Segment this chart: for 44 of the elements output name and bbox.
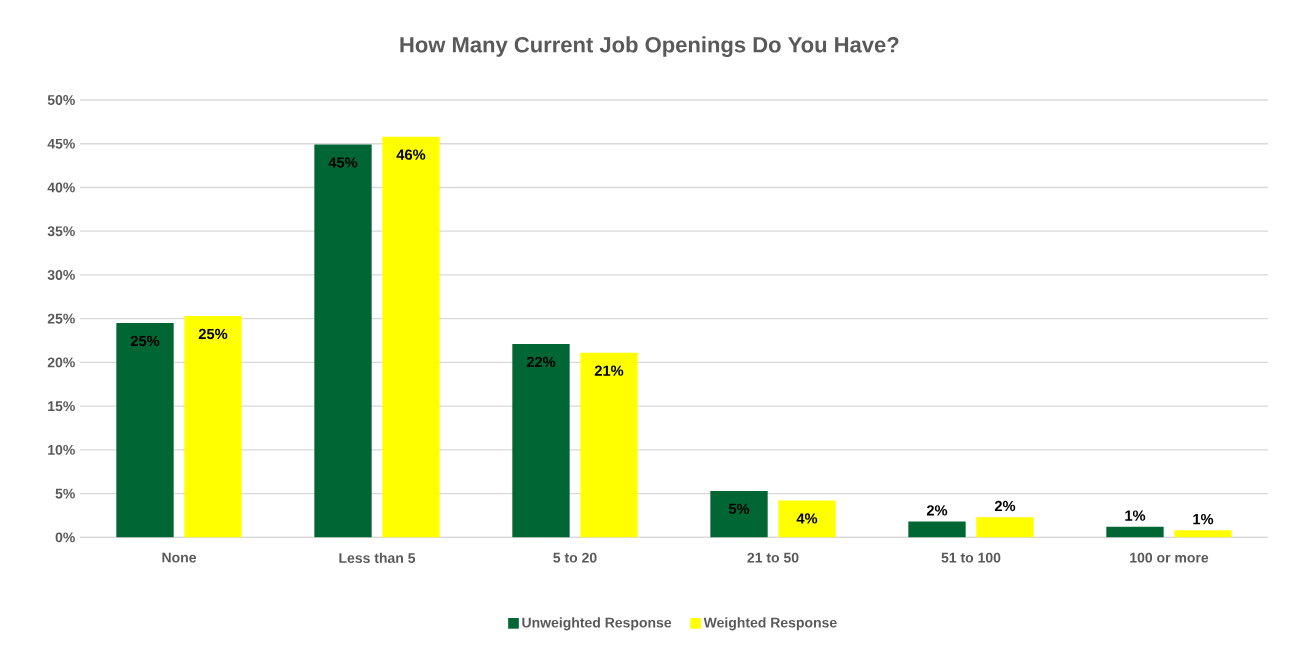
y-tick-label: 40% (47, 182, 75, 193)
bar (1174, 530, 1232, 538)
y-tick-label: 15% (48, 401, 75, 412)
legend-label: Unweighted Response (522, 617, 672, 631)
bar (184, 316, 242, 538)
y-tick-label: 30% (47, 270, 75, 281)
bar (976, 517, 1034, 538)
x-tick-label: 5 to 20 (553, 552, 597, 563)
data-label: 45% (328, 157, 358, 168)
data-label: 2% (926, 505, 948, 516)
x-tick-label: 51 to 100 (941, 552, 1001, 563)
y-tick-label: 5% (55, 488, 75, 499)
bar (382, 136, 440, 538)
bar (778, 500, 836, 538)
y-tick-label: 45% (47, 138, 75, 149)
data-label: 5% (728, 503, 750, 515)
bar (580, 352, 638, 538)
x-tick-label: None (162, 552, 197, 563)
chart-title: How Many Current Job Openings Do You Have? (400, 36, 899, 58)
data-label: 25% (130, 335, 160, 347)
bar (908, 521, 966, 538)
bar (1106, 527, 1164, 538)
x-tick-label: 100 or more (1130, 552, 1209, 563)
bar (116, 323, 174, 538)
data-label: 2% (994, 501, 1016, 512)
y-tick-label: 20% (47, 357, 75, 368)
y-tick-label: 10% (48, 445, 75, 455)
y-tick-label: 50% (47, 95, 75, 106)
x-tick-label: Less than 5 (339, 552, 416, 564)
legend-label: Weighted Response (703, 617, 837, 631)
data-label: 25% (198, 328, 228, 340)
bar (314, 144, 372, 538)
bar (512, 344, 570, 538)
data-label: 22% (526, 356, 556, 368)
y-tick-label: 0% (55, 532, 75, 543)
bar (710, 491, 768, 538)
data-label: 21% (594, 365, 624, 376)
data-label: 46% (396, 149, 426, 160)
data-label: 4% (796, 513, 818, 524)
y-tick-label: 35% (47, 226, 75, 237)
data-label: 1% (1193, 514, 1214, 525)
y-tick-label: 25% (47, 313, 75, 324)
x-tick-label: 21 to 50 (747, 552, 799, 563)
data-label: 1% (1125, 510, 1146, 521)
